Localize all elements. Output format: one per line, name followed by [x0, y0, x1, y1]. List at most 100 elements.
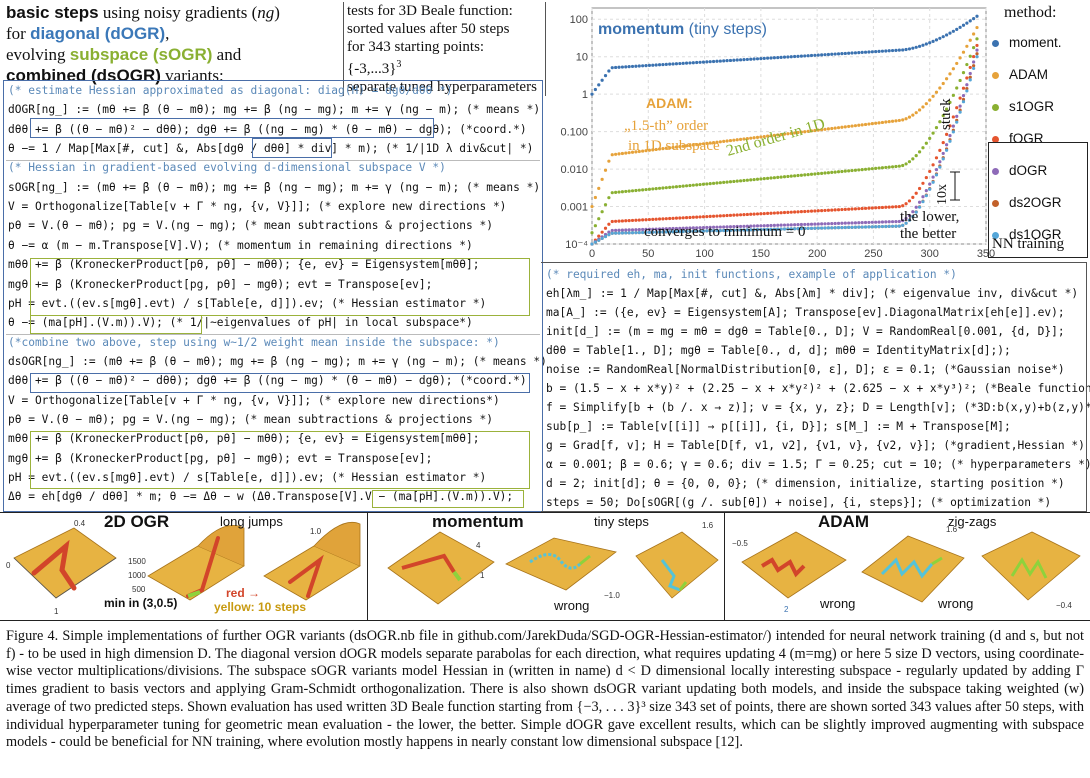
- data-point: [786, 210, 790, 214]
- data-point: [718, 214, 722, 218]
- code-right-line: ma[A_] := ({e, ev} = Eigensystem[A]; Tra…: [546, 306, 1065, 319]
- data-point: [833, 226, 837, 230]
- data-point: [847, 207, 851, 211]
- data-point: [708, 141, 712, 145]
- data-point: [793, 227, 797, 231]
- data-point: [738, 137, 743, 141]
- data-point: [617, 152, 621, 156]
- data-point: [897, 48, 901, 52]
- data-point: [651, 187, 655, 191]
- data-point: [728, 58, 733, 63]
- data-point: [637, 188, 641, 192]
- data-point: [735, 213, 739, 217]
- series-adam: [590, 25, 979, 209]
- data-point: [840, 125, 844, 129]
- data-point: [941, 35, 945, 39]
- data-point: [793, 174, 797, 178]
- data-point: [853, 221, 858, 225]
- data-point: [728, 138, 733, 143]
- data-point: [637, 149, 641, 154]
- data-point: [630, 231, 635, 235]
- data-point: [657, 63, 662, 67]
- data-point: [603, 226, 608, 230]
- data-point: [924, 42, 928, 46]
- svg-text:−1.0: −1.0: [604, 591, 620, 600]
- data-point: [735, 58, 739, 62]
- anno-tenx: 10x: [935, 184, 950, 205]
- data-point: [661, 227, 665, 231]
- data-point: [641, 149, 645, 153]
- data-point: [863, 167, 868, 171]
- data-point: [945, 33, 949, 37]
- data-point: [674, 145, 679, 149]
- data-point: [718, 181, 722, 185]
- data-point: [725, 213, 729, 218]
- data-point: [972, 46, 976, 50]
- data-point: [799, 130, 803, 134]
- data-point: [830, 221, 834, 226]
- data-point: [921, 43, 925, 47]
- data-point: [603, 74, 608, 78]
- data-point: [644, 230, 648, 235]
- x-tick-label: 300: [921, 248, 939, 260]
- data-point: [749, 228, 753, 232]
- data-point: [776, 175, 780, 179]
- data-point: [789, 227, 793, 231]
- data-point: [958, 104, 962, 108]
- data-point: [641, 230, 645, 235]
- data-point: [853, 168, 858, 172]
- test-line1: tests for 3D Beale function:: [347, 3, 513, 19]
- data-point: [820, 209, 824, 213]
- data-point: [843, 125, 847, 129]
- series-ds1ogr: [590, 55, 979, 246]
- data-point: [860, 225, 864, 229]
- data-point: [961, 71, 966, 75]
- data-point: [718, 225, 722, 229]
- x-tick-label: 100: [695, 248, 713, 260]
- data-point: [684, 229, 689, 234]
- data-point: [732, 179, 736, 184]
- data-point: [624, 228, 628, 232]
- data-point: [877, 166, 881, 170]
- data-point: [590, 242, 594, 246]
- data-point: [772, 211, 776, 215]
- data-point: [641, 64, 645, 68]
- data-point: [630, 189, 635, 193]
- data-point: [701, 229, 706, 233]
- data-point: [830, 126, 834, 131]
- data-point: [928, 187, 932, 191]
- data-point: [897, 224, 901, 228]
- data-point: [840, 221, 844, 225]
- data-point: [887, 120, 891, 124]
- frame-combined-step: [372, 490, 524, 508]
- data-point: [948, 139, 952, 143]
- data-point: [593, 87, 597, 92]
- data-point: [600, 78, 604, 82]
- test-line2: sorted values after 50 steps: [347, 21, 510, 37]
- data-point: [647, 187, 652, 191]
- data-point: [708, 229, 712, 233]
- data-point: [843, 51, 847, 56]
- strip-momentum-wrong: wrong: [554, 598, 590, 613]
- data-point: [833, 126, 837, 130]
- data-point: [607, 222, 611, 226]
- data-point: [836, 226, 841, 230]
- data-point: [901, 163, 905, 168]
- data-point: [678, 216, 682, 220]
- data-point: [674, 185, 679, 189]
- data-point: [874, 166, 878, 170]
- legend-marker: [992, 231, 999, 239]
- data-point: [789, 174, 793, 178]
- svg-text:1: 1: [480, 571, 485, 580]
- data-point: [620, 231, 624, 235]
- data-point: [796, 223, 800, 227]
- data-point: [880, 205, 885, 210]
- data-point: [732, 225, 736, 229]
- data-point: [816, 226, 820, 230]
- data-point: [928, 41, 932, 45]
- data-point: [904, 202, 908, 206]
- data-point: [789, 210, 793, 214]
- intro-line1-end: ): [274, 3, 280, 22]
- data-point: [651, 230, 655, 234]
- legend-marker: [992, 103, 999, 111]
